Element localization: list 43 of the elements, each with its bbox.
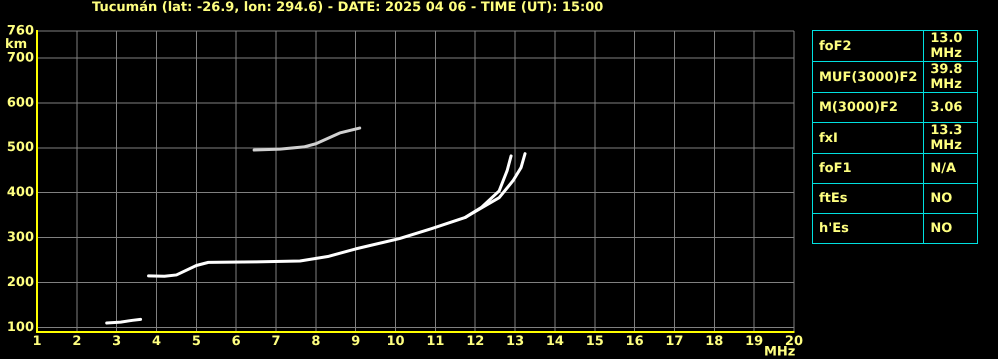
x-tick-label: 19 bbox=[745, 334, 764, 350]
category-label: ftEs bbox=[812, 184, 924, 214]
x-tick-label: 10 bbox=[386, 334, 405, 350]
text: NO bbox=[930, 221, 952, 236]
text: 13.3 MHz bbox=[930, 123, 962, 153]
x-tick-label: 15 bbox=[586, 334, 604, 350]
y-tick-label: 760 bbox=[6, 23, 34, 38]
x-tick-label: 1 bbox=[32, 334, 42, 350]
x-tick-label: 2 bbox=[72, 334, 82, 350]
x-tick-label: 18 bbox=[705, 334, 724, 350]
x-tick-label: 4 bbox=[152, 334, 162, 350]
y-axis-title: km bbox=[5, 36, 28, 52]
category-label: fxI bbox=[812, 122, 924, 154]
text: 3.06 bbox=[930, 100, 962, 115]
x-tick-label: 7 bbox=[272, 334, 281, 350]
x-tick-label: 11 bbox=[426, 334, 444, 350]
x-tick-label: 8 bbox=[311, 334, 320, 350]
x-tick-label: 16 bbox=[626, 334, 644, 350]
y-tick-label: 500 bbox=[6, 140, 34, 156]
x-tick-label: 12 bbox=[466, 334, 484, 350]
y-tick-label: 200 bbox=[6, 274, 34, 290]
category-label: foF1 bbox=[812, 154, 924, 184]
x-tick-label: 9 bbox=[351, 334, 360, 350]
chart-title: Tucumán (lat: -26.9, lon: 294.6) - DATE: 2025 04 06 - TIME (UT): 15:00 bbox=[92, 0, 604, 15]
category-label: foF2 bbox=[812, 30, 924, 62]
text: N/A bbox=[930, 161, 956, 176]
y-tick-label: 400 bbox=[6, 185, 34, 200]
x-tick-label: 17 bbox=[665, 334, 684, 350]
category-label: MUF(3000)F2 bbox=[812, 62, 924, 92]
text: 39.8 MHz bbox=[930, 62, 962, 92]
x-tick-label: 3 bbox=[112, 334, 122, 350]
category-label: h'Es bbox=[812, 214, 924, 244]
y-tick-label: 600 bbox=[6, 95, 34, 110]
x-tick-label: 14 bbox=[546, 334, 564, 350]
x-tick-label: 13 bbox=[506, 334, 524, 350]
text: 13.0 MHz bbox=[930, 31, 962, 61]
text: NO bbox=[930, 191, 952, 206]
y-tick-label: 100 bbox=[6, 320, 34, 335]
category-label: M(3000)F2 bbox=[812, 92, 924, 122]
y-tick-label: 300 bbox=[6, 230, 34, 246]
x-tick-label: 5 bbox=[192, 334, 201, 350]
x-tick-label: 6 bbox=[232, 334, 241, 350]
y-tick-label: 700 bbox=[6, 50, 34, 66]
